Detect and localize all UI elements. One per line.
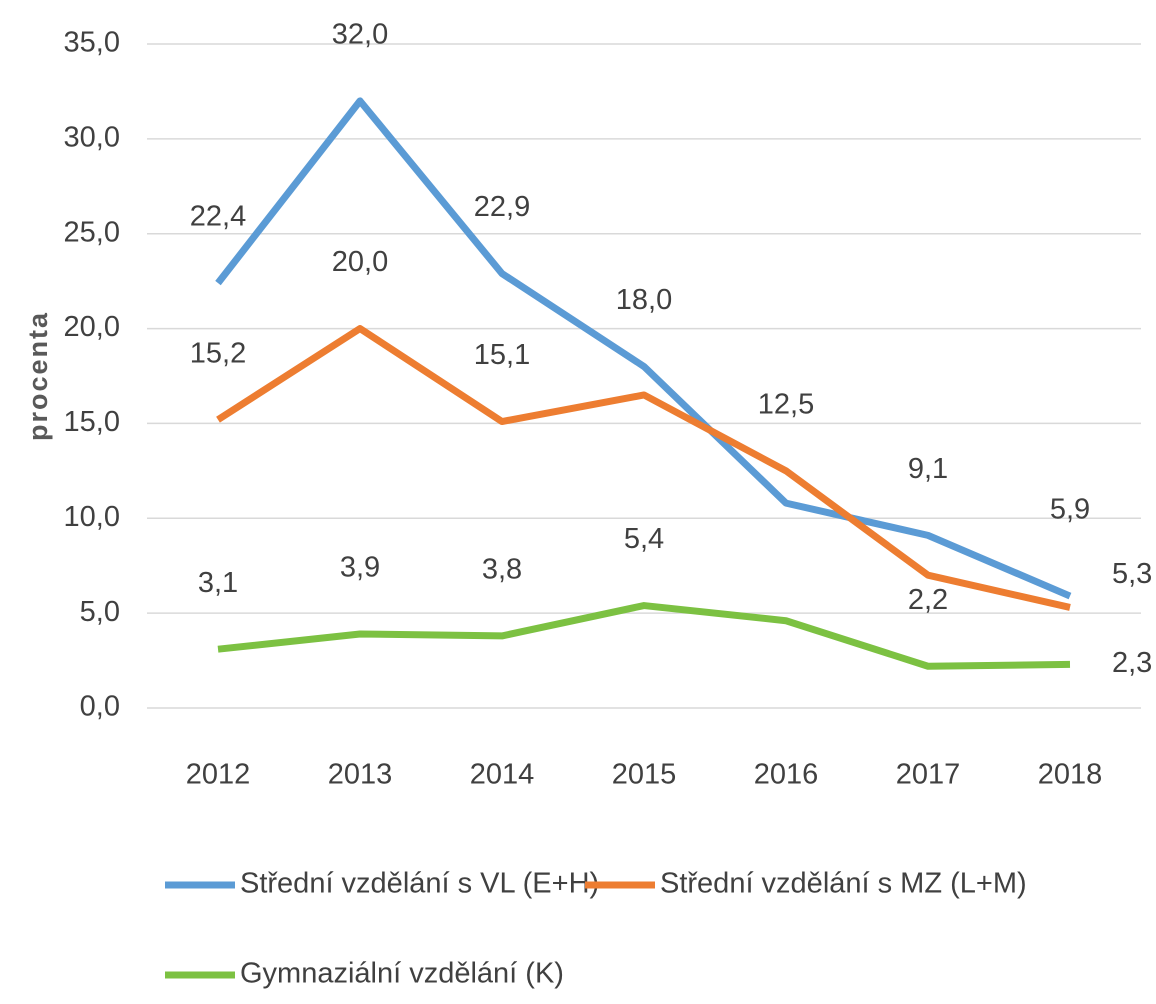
x-tick-label: 2015 — [612, 759, 677, 791]
data-label: 5,4 — [624, 523, 664, 555]
data-label: 22,9 — [474, 191, 530, 223]
data-label: 12,5 — [758, 389, 814, 421]
y-tick-label: 10,0 — [64, 501, 120, 533]
y-axis-label: procenta — [23, 311, 53, 441]
data-label: 5,3 — [1112, 558, 1152, 590]
legend-label: Střední vzdělání s MZ (L+M) — [660, 868, 1027, 900]
data-label: 22,4 — [190, 201, 246, 233]
y-tick-label: 35,0 — [64, 27, 120, 59]
series-line — [216, 325, 1071, 611]
y-tick-label: 20,0 — [64, 311, 120, 343]
data-label: 3,9 — [340, 552, 380, 584]
data-label: 15,2 — [190, 337, 246, 369]
data-label: 5,9 — [1050, 494, 1090, 526]
data-label: 3,8 — [482, 554, 522, 586]
x-tick-label: 2016 — [754, 759, 819, 791]
data-label: 2,3 — [1112, 647, 1152, 679]
y-tick-label: 5,0 — [80, 596, 120, 628]
x-tick-label: 2012 — [186, 759, 251, 791]
legend-label: Střední vzdělání s VL (E+H) — [240, 868, 599, 900]
y-tick-label: 0,0 — [80, 691, 120, 723]
x-tick-label: 2013 — [328, 759, 393, 791]
y-tick-label: 25,0 — [64, 216, 120, 248]
y-tick-label: 30,0 — [64, 122, 120, 154]
legend-label: Gymnaziální vzdělání (K) — [240, 958, 564, 990]
y-tick-label: 15,0 — [64, 406, 120, 438]
data-label: 15,1 — [474, 339, 530, 371]
data-label: 3,1 — [198, 567, 238, 599]
series-line — [215, 97, 1072, 600]
x-tick-label: 2014 — [470, 759, 535, 791]
x-tick-label: 2018 — [1038, 759, 1103, 791]
data-label: 9,1 — [908, 453, 948, 485]
data-label: 20,0 — [332, 246, 388, 278]
data-label: 32,0 — [332, 19, 388, 51]
x-tick-label: 2017 — [896, 759, 961, 791]
data-label: 18,0 — [616, 284, 672, 316]
series-line — [217, 602, 1071, 670]
data-label: 2,2 — [908, 584, 948, 616]
